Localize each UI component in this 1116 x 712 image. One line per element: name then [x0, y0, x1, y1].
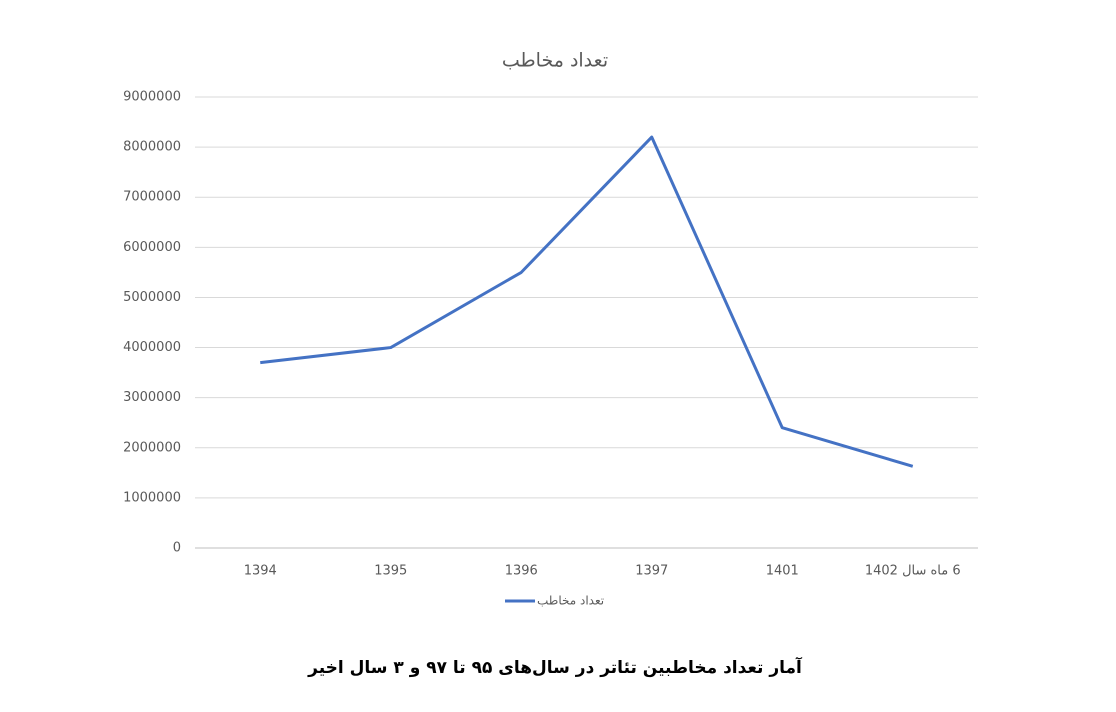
y-tick-label: 3000000	[123, 390, 181, 405]
y-tick-label: 6000000	[123, 240, 181, 255]
x-tick-label: 1395	[374, 564, 407, 579]
y-tick-label: 4000000	[123, 340, 181, 355]
y-tick-label: 9000000	[123, 90, 181, 105]
y-tick-label: 8000000	[123, 140, 181, 155]
y-tick-label: 0	[173, 541, 181, 556]
y-tick-label: 1000000	[123, 490, 181, 505]
x-tick-label: 1397	[635, 564, 668, 579]
x-tick-label: 1396	[505, 564, 538, 579]
caption: آمار تعداد مخاطبین تئاتر در سال‌های ۹۵ ت…	[307, 656, 803, 678]
y-tick-label: 7000000	[123, 190, 181, 205]
x-tick-label: 1401	[766, 564, 799, 579]
y-tick-label: 2000000	[123, 440, 181, 455]
chart-title: تعداد مخاطب	[502, 50, 608, 72]
x-tick-label: 6 ماه سال 1402	[865, 564, 961, 579]
line-series	[260, 135, 914, 468]
y-tick-label: 5000000	[123, 290, 181, 305]
legend-label: تعداد مخاطب	[537, 594, 604, 608]
x-tick-label: 1394	[244, 564, 277, 579]
